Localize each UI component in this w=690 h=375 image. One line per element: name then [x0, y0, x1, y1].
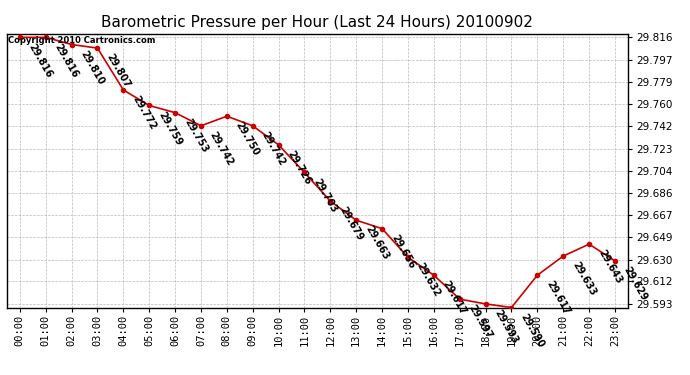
Text: Copyright 2010 Cartronics.com: Copyright 2010 Cartronics.com	[8, 36, 155, 45]
Text: 29.726: 29.726	[286, 149, 313, 187]
Text: 29.742: 29.742	[208, 130, 235, 168]
Text: 29.816: 29.816	[27, 42, 55, 79]
Text: 29.656: 29.656	[389, 233, 417, 270]
Text: 29.590: 29.590	[518, 312, 546, 349]
Text: 29.759: 29.759	[156, 110, 184, 147]
Text: 29.772: 29.772	[130, 94, 158, 132]
Text: 29.597: 29.597	[466, 303, 494, 341]
Text: 29.816: 29.816	[52, 42, 80, 79]
Text: 29.742: 29.742	[259, 130, 287, 168]
Text: 29.810: 29.810	[79, 49, 106, 86]
Text: 29.632: 29.632	[415, 261, 442, 299]
Text: 29.629: 29.629	[622, 265, 649, 303]
Text: 29.750: 29.750	[234, 120, 262, 158]
Text: 29.807: 29.807	[104, 52, 132, 90]
Text: 29.663: 29.663	[363, 224, 391, 262]
Title: Barometric Pressure per Hour (Last 24 Hours) 20100902: Barometric Pressure per Hour (Last 24 Ho…	[101, 15, 533, 30]
Text: 29.593: 29.593	[493, 308, 520, 345]
Text: 29.679: 29.679	[337, 205, 365, 243]
Text: 29.633: 29.633	[570, 260, 598, 298]
Text: 29.753: 29.753	[182, 117, 210, 154]
Text: 29.617: 29.617	[441, 279, 469, 317]
Text: 29.643: 29.643	[596, 248, 624, 286]
Text: 29.617: 29.617	[544, 279, 572, 317]
Text: 29.703: 29.703	[311, 177, 339, 214]
